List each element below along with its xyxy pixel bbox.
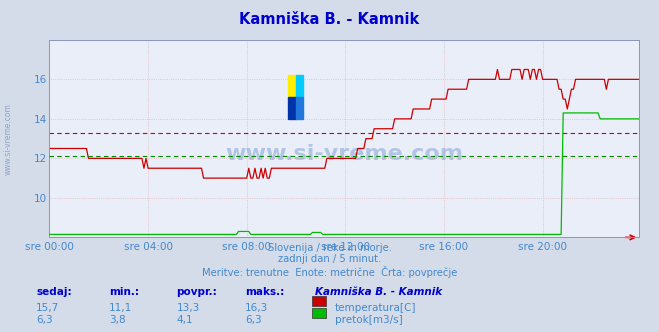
Text: povpr.:: povpr.: [177, 287, 217, 297]
Text: maks.:: maks.: [245, 287, 285, 297]
Text: 6,3: 6,3 [245, 315, 262, 325]
Text: 11,1: 11,1 [109, 303, 132, 313]
Text: Kamniška B. - Kamnik: Kamniška B. - Kamnik [315, 287, 442, 297]
Bar [296, 75, 303, 97]
Bar [296, 97, 303, 119]
Text: Kamniška B. - Kamnik: Kamniška B. - Kamnik [239, 12, 420, 27]
Text: www.si-vreme.com: www.si-vreme.com [225, 144, 463, 164]
Text: 15,7: 15,7 [36, 303, 59, 313]
Text: www.si-vreme.com: www.si-vreme.com [3, 104, 13, 175]
Bar [288, 75, 296, 97]
Text: zadnji dan / 5 minut.: zadnji dan / 5 minut. [278, 254, 381, 264]
Text: Slovenija / reke in morje.: Slovenija / reke in morje. [268, 243, 391, 253]
Text: 3,8: 3,8 [109, 315, 125, 325]
Text: 13,3: 13,3 [177, 303, 200, 313]
Text: 6,3: 6,3 [36, 315, 53, 325]
Text: Meritve: trenutne  Enote: metrične  Črta: povprečje: Meritve: trenutne Enote: metrične Črta: … [202, 266, 457, 278]
Text: pretok[m3/s]: pretok[m3/s] [335, 315, 403, 325]
Text: 16,3: 16,3 [245, 303, 268, 313]
Text: temperatura[C]: temperatura[C] [335, 303, 416, 313]
Text: 4,1: 4,1 [177, 315, 193, 325]
Bar [288, 97, 296, 119]
Text: sedaj:: sedaj: [36, 287, 72, 297]
Text: min.:: min.: [109, 287, 139, 297]
